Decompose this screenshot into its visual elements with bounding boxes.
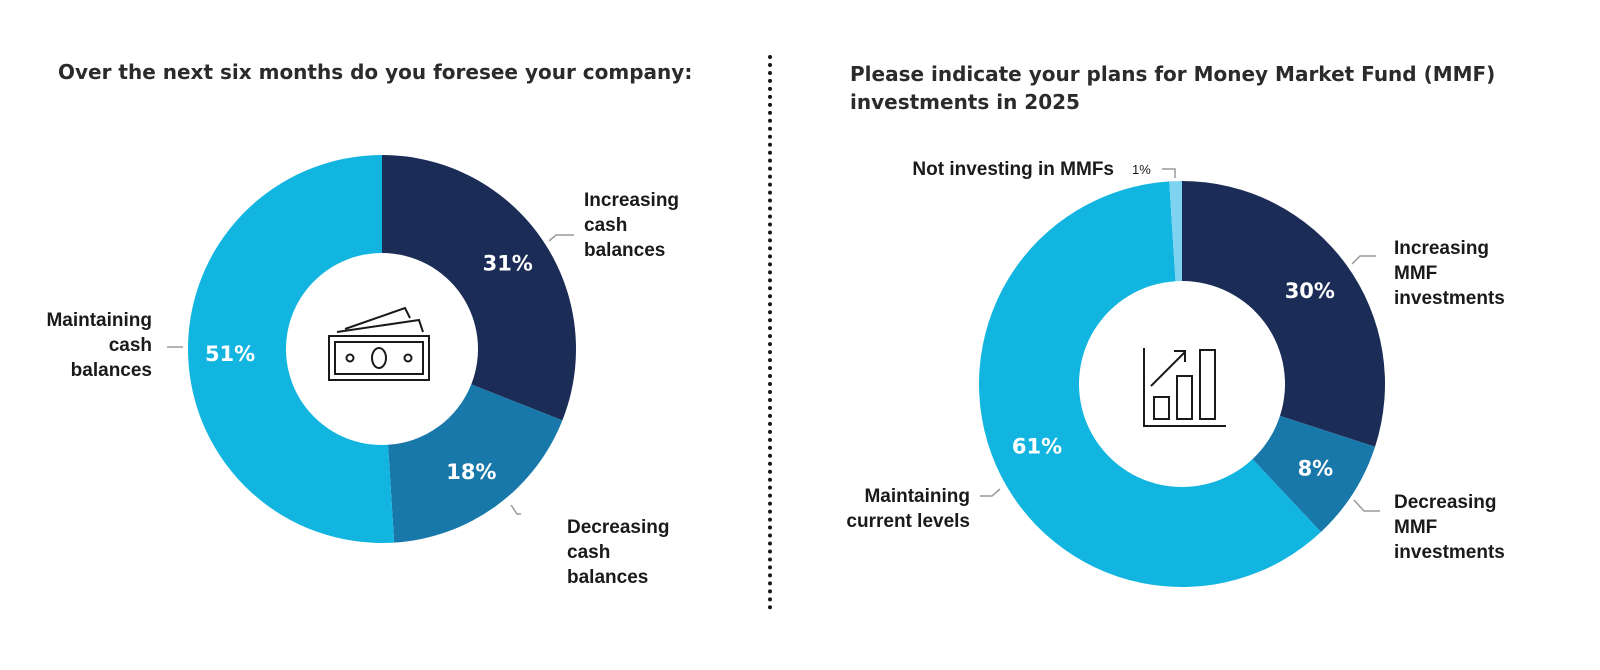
category-label-maintaining-cash-balances: Maintaining [46, 310, 152, 331]
left-chart-panel: Over the next six months do you foresee … [0, 0, 760, 670]
money-bills-icon [328, 306, 430, 381]
category-label-decreasing-cash-balances: cash [567, 542, 610, 563]
leader-line-maintaining-current-levels [980, 488, 1001, 497]
slice-increasing-mmf-investments [1182, 181, 1385, 447]
value-label-maintaining-cash-balances: 51% [205, 342, 255, 366]
slice-increasing-cash-balances [382, 155, 576, 421]
leader-line-increasing-cash-balances [548, 234, 574, 242]
right-slices-group: 30% 8% 61% [979, 181, 1385, 587]
category-label-increasing-mmf-investments: investments [1394, 288, 1505, 309]
leader-line-decreasing-cash-balances [510, 504, 521, 515]
category-label-decreasing-cash-balances: balances [567, 567, 648, 588]
slice-not-investing-in-mmfs [1169, 181, 1182, 282]
value-label-increasing-cash-balances: 31% [483, 252, 533, 276]
category-label-increasing-cash-balances: cash [584, 215, 627, 236]
category-label-decreasing-cash-balances: Decreasing [567, 517, 669, 538]
category-label-not-investing-in-mmfs: Not investing in MMFs [912, 159, 1114, 180]
value-label-increasing-mmf-investments: 30% [1285, 279, 1335, 303]
cash-balance-donut-chart: 31% 18% 51% Increasing cash balances Decreasi… [46, 154, 679, 588]
category-label-maintaining-current-levels: current levels [846, 511, 970, 532]
value-label-decreasing-cash-balances: 18% [446, 460, 496, 484]
category-label-increasing-cash-balances: balances [584, 240, 665, 261]
slice-maintaining-cash-balances [187, 154, 395, 544]
category-label-increasing-mmf-investments: MMF [1394, 263, 1437, 284]
value-label-maintaining-current-levels: 61% [1012, 435, 1062, 459]
slice-maintaining-current-levels [979, 181, 1321, 587]
leader-line-decreasing-mmf-investments [1353, 499, 1380, 512]
panel-divider [768, 55, 772, 610]
slice-decreasing-cash-balances [388, 384, 563, 543]
right-chart-panel: Please indicate your plans for Money Mar… [780, 0, 1600, 670]
left-slices-group: 31% 18% 51% [187, 154, 576, 544]
left-chart-title: Over the next six months do you foresee … [58, 60, 693, 84]
category-label-increasing-mmf-investments: Increasing [1394, 238, 1489, 259]
category-label-increasing-cash-balances: Increasing [584, 190, 679, 211]
category-label-decreasing-mmf-investments: investments [1394, 542, 1505, 563]
right-labels-group: Increasing MMF investments Decreasing MMF inv… [846, 159, 1504, 563]
value-label-not-investing-in-mmfs: 1% [1132, 162, 1151, 177]
right-chart-title: Please indicate your plans for Money Mar… [850, 62, 1496, 114]
category-label-maintaining-cash-balances: cash [109, 335, 152, 356]
left-labels-group: Increasing cash balances Decreasing cash bala… [46, 190, 679, 588]
category-label-maintaining-cash-balances: balances [71, 360, 152, 381]
slice-decreasing-mmf-investments [1252, 415, 1376, 532]
growth-chart-icon [1143, 348, 1226, 427]
category-label-decreasing-mmf-investments: MMF [1394, 517, 1437, 538]
leader-line-not-investing-in-mmfs [1162, 168, 1176, 178]
mmf-plans-donut-chart: 30% 8% 61% Increasing MMF investments Decreas… [846, 159, 1505, 587]
category-label-decreasing-mmf-investments: Decreasing [1394, 492, 1496, 513]
value-label-decreasing-mmf-investments: 8% [1298, 457, 1334, 481]
leader-line-increasing-mmf-investments [1351, 255, 1376, 265]
category-label-maintaining-current-levels: Maintaining [864, 486, 970, 507]
